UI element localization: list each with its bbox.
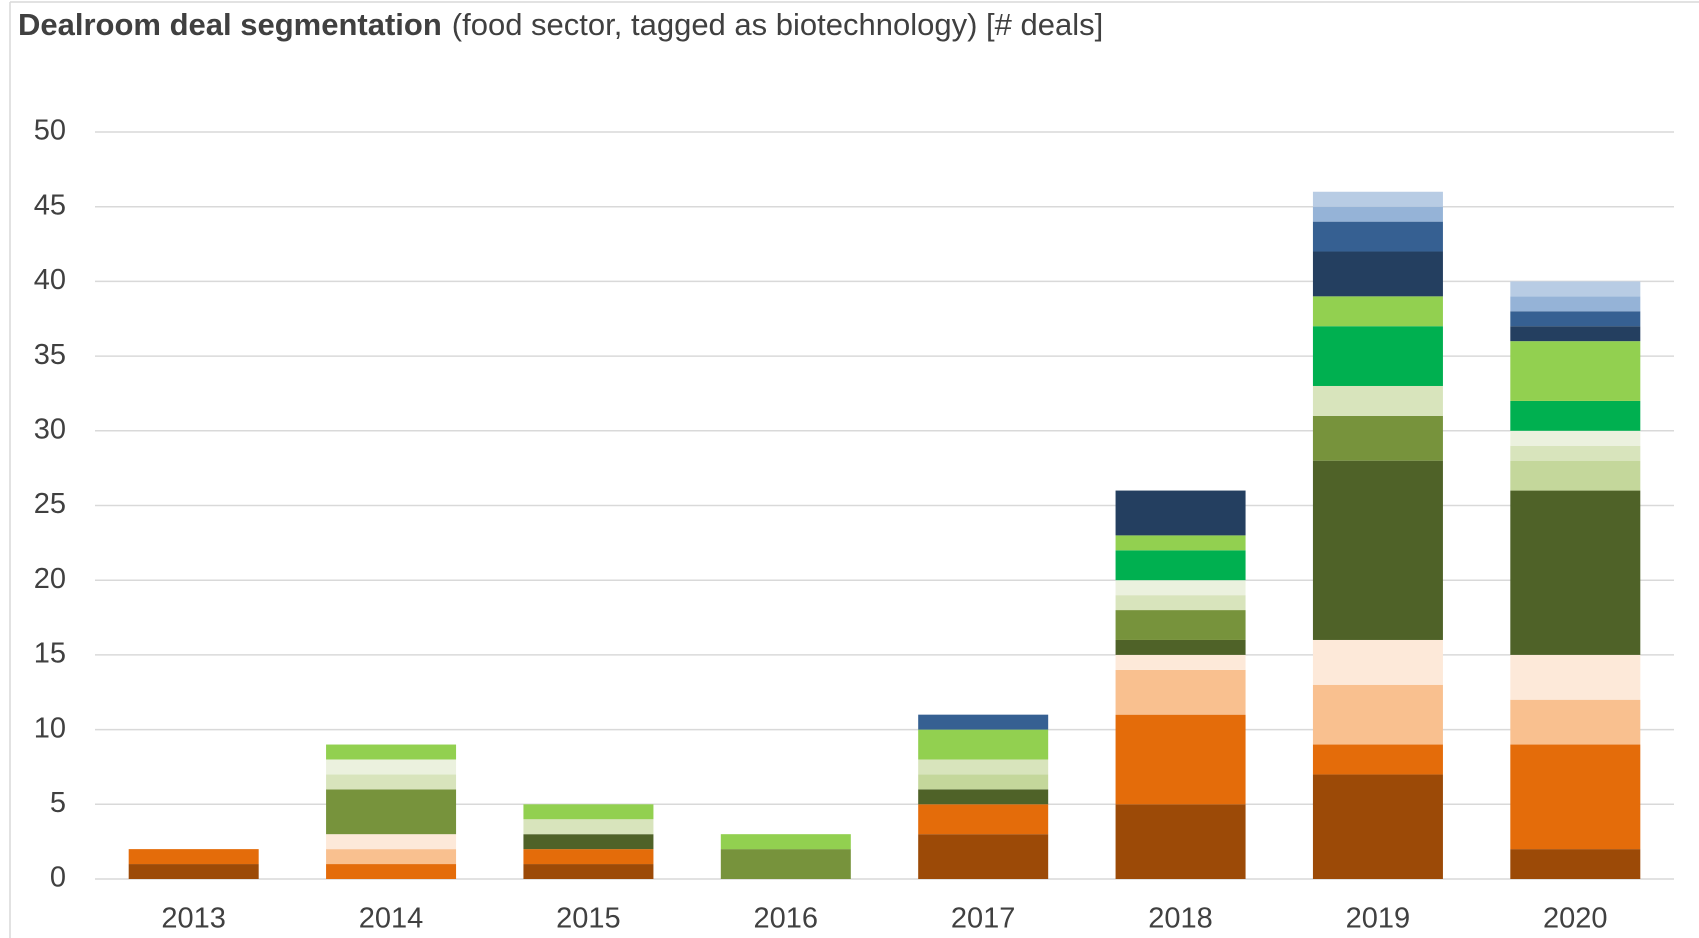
y-tick-label: 40 — [34, 264, 66, 296]
bar-segment — [523, 849, 654, 865]
x-tick-label: 2016 — [754, 903, 819, 935]
bar-segment — [1510, 460, 1641, 491]
bar-segment — [918, 759, 1049, 775]
y-tick-label: 20 — [34, 563, 66, 595]
bar-segment — [128, 849, 259, 865]
chart-title-line: Dealroom deal segmentation (food sector, … — [18, 7, 1103, 42]
x-tick-label: 2017 — [951, 903, 1016, 935]
x-tick-label: 2020 — [1543, 903, 1608, 935]
y-tick-label: 50 — [34, 115, 66, 147]
bar-segment — [326, 834, 457, 850]
bar-segment — [1115, 639, 1246, 655]
y-tick-label: 0 — [50, 862, 66, 894]
bar-segment — [1510, 311, 1641, 327]
x-tick-label: 2018 — [1148, 903, 1213, 935]
bar-segment — [1115, 610, 1246, 640]
bar-segment — [1510, 341, 1641, 401]
bar-segment — [1312, 385, 1443, 416]
bar-segment — [918, 834, 1049, 879]
bar-segment — [326, 774, 457, 790]
bar-segment — [1510, 281, 1641, 297]
bar-segment — [918, 804, 1049, 835]
bar-segment — [1510, 445, 1641, 461]
bar-segment — [1510, 296, 1641, 312]
bar-segment — [1510, 326, 1641, 342]
chart-title: Dealroom deal segmentation — [18, 7, 442, 42]
bar-segment — [1312, 744, 1443, 775]
x-tick-label: 2014 — [359, 903, 424, 935]
y-tick-label: 30 — [34, 413, 66, 445]
bar-segment — [326, 744, 457, 760]
bar-segment — [1510, 699, 1641, 745]
y-tick-label: 35 — [34, 339, 66, 371]
bar-segment — [1115, 550, 1246, 581]
bar-segment — [1510, 849, 1641, 879]
bar-segment — [1312, 326, 1443, 386]
bar-segment — [1115, 535, 1246, 551]
bar-segment — [1312, 191, 1443, 207]
bar-segment — [326, 849, 457, 865]
bar-segment — [1510, 654, 1641, 700]
bar-segment — [523, 819, 654, 835]
bar-segment — [1312, 684, 1443, 745]
bar-segment — [523, 864, 654, 879]
bar-segment — [1510, 400, 1641, 431]
bar-segment — [1115, 804, 1246, 879]
bar-segment — [1115, 714, 1246, 805]
bar-segment — [326, 864, 457, 879]
bar-segment — [918, 729, 1049, 760]
x-tick-label: 2019 — [1346, 903, 1411, 935]
bar-segment — [326, 789, 457, 835]
y-tick-label: 10 — [34, 712, 66, 744]
bar-segment — [918, 789, 1049, 805]
x-tick-label: 2015 — [556, 903, 621, 935]
x-tick-label: 2013 — [161, 903, 226, 935]
bar-segment — [1510, 430, 1641, 446]
bar-segment — [1115, 580, 1246, 596]
bar-segment — [128, 864, 259, 879]
bar-segment — [1510, 490, 1641, 655]
bar-segment — [1115, 490, 1246, 536]
bar-segment — [523, 834, 654, 850]
bar-segment — [1115, 654, 1246, 670]
y-tick-label: 25 — [34, 488, 66, 520]
bar-segment — [1312, 221, 1443, 252]
bar-segment — [326, 759, 457, 775]
bar-segment — [1312, 415, 1443, 461]
bar-segment — [720, 834, 851, 850]
bar-segment — [1312, 460, 1443, 640]
bar-segment — [918, 714, 1049, 730]
bar-segment — [1312, 206, 1443, 222]
y-tick-label: 5 — [50, 787, 66, 819]
bar-segment — [1510, 744, 1641, 850]
bar-segment — [1312, 296, 1443, 327]
bar-segment — [1312, 251, 1443, 297]
bar-segment — [1312, 774, 1443, 879]
bar-segment — [523, 804, 654, 820]
chart-subtitle: (food sector, tagged as biotechnology) [… — [452, 7, 1103, 42]
y-tick-label: 15 — [34, 638, 66, 670]
bar-segment — [1312, 639, 1443, 685]
bar-segment — [720, 849, 851, 879]
y-tick-label: 45 — [34, 189, 66, 221]
bar-segment — [1115, 595, 1246, 611]
bar-segment — [1115, 669, 1246, 715]
bar-segment — [918, 774, 1049, 790]
